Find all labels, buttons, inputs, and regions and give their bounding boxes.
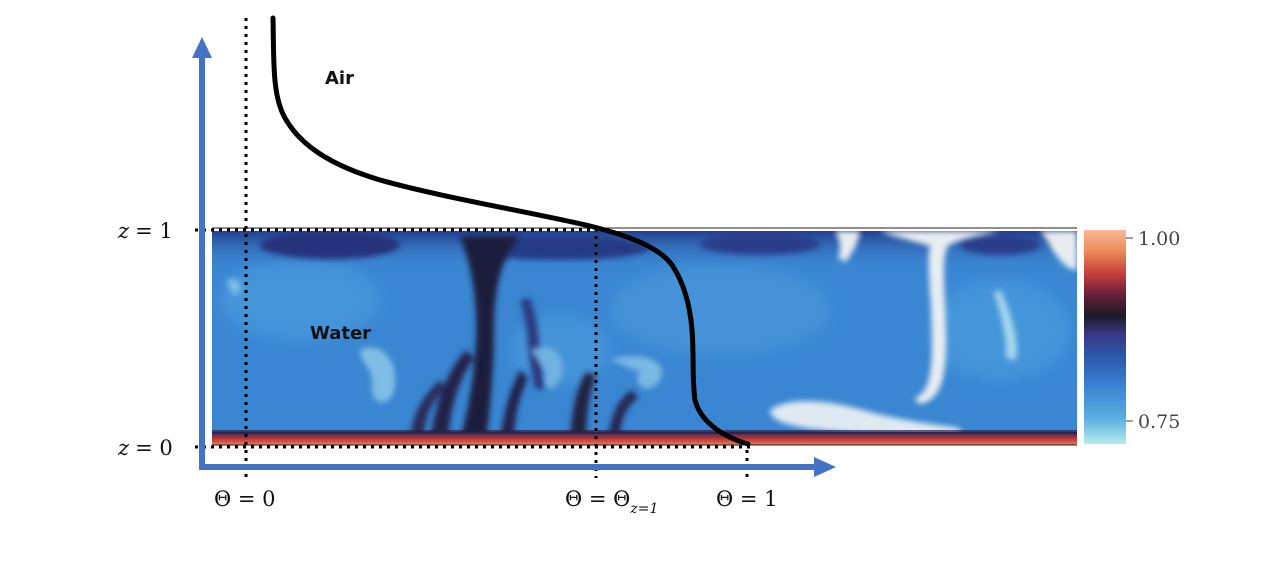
water-field <box>212 231 1077 445</box>
axes <box>192 37 836 477</box>
temperature-profile-curve <box>270 15 751 447</box>
colorbar-min-label: 0.75 <box>1138 411 1180 433</box>
colorbar-max-label: 1.00 <box>1138 228 1180 250</box>
theta-1-label: Θ = 1 <box>716 487 778 511</box>
air-label: Air <box>325 68 354 89</box>
colorbar: 1.00 0.75 <box>1084 228 1180 444</box>
z-axis-arrow-icon <box>192 37 212 58</box>
z-equals-0-label: z = 0 <box>117 436 173 460</box>
water-label: Water <box>310 323 371 344</box>
theta-axis-arrow-icon <box>814 457 836 477</box>
guide-lines <box>195 18 750 478</box>
z-equals-1-label: z = 1 <box>117 219 173 243</box>
theta-0-label: Θ = 0 <box>214 487 276 511</box>
theta-z1-label: Θ = Θz=1 <box>565 487 658 517</box>
